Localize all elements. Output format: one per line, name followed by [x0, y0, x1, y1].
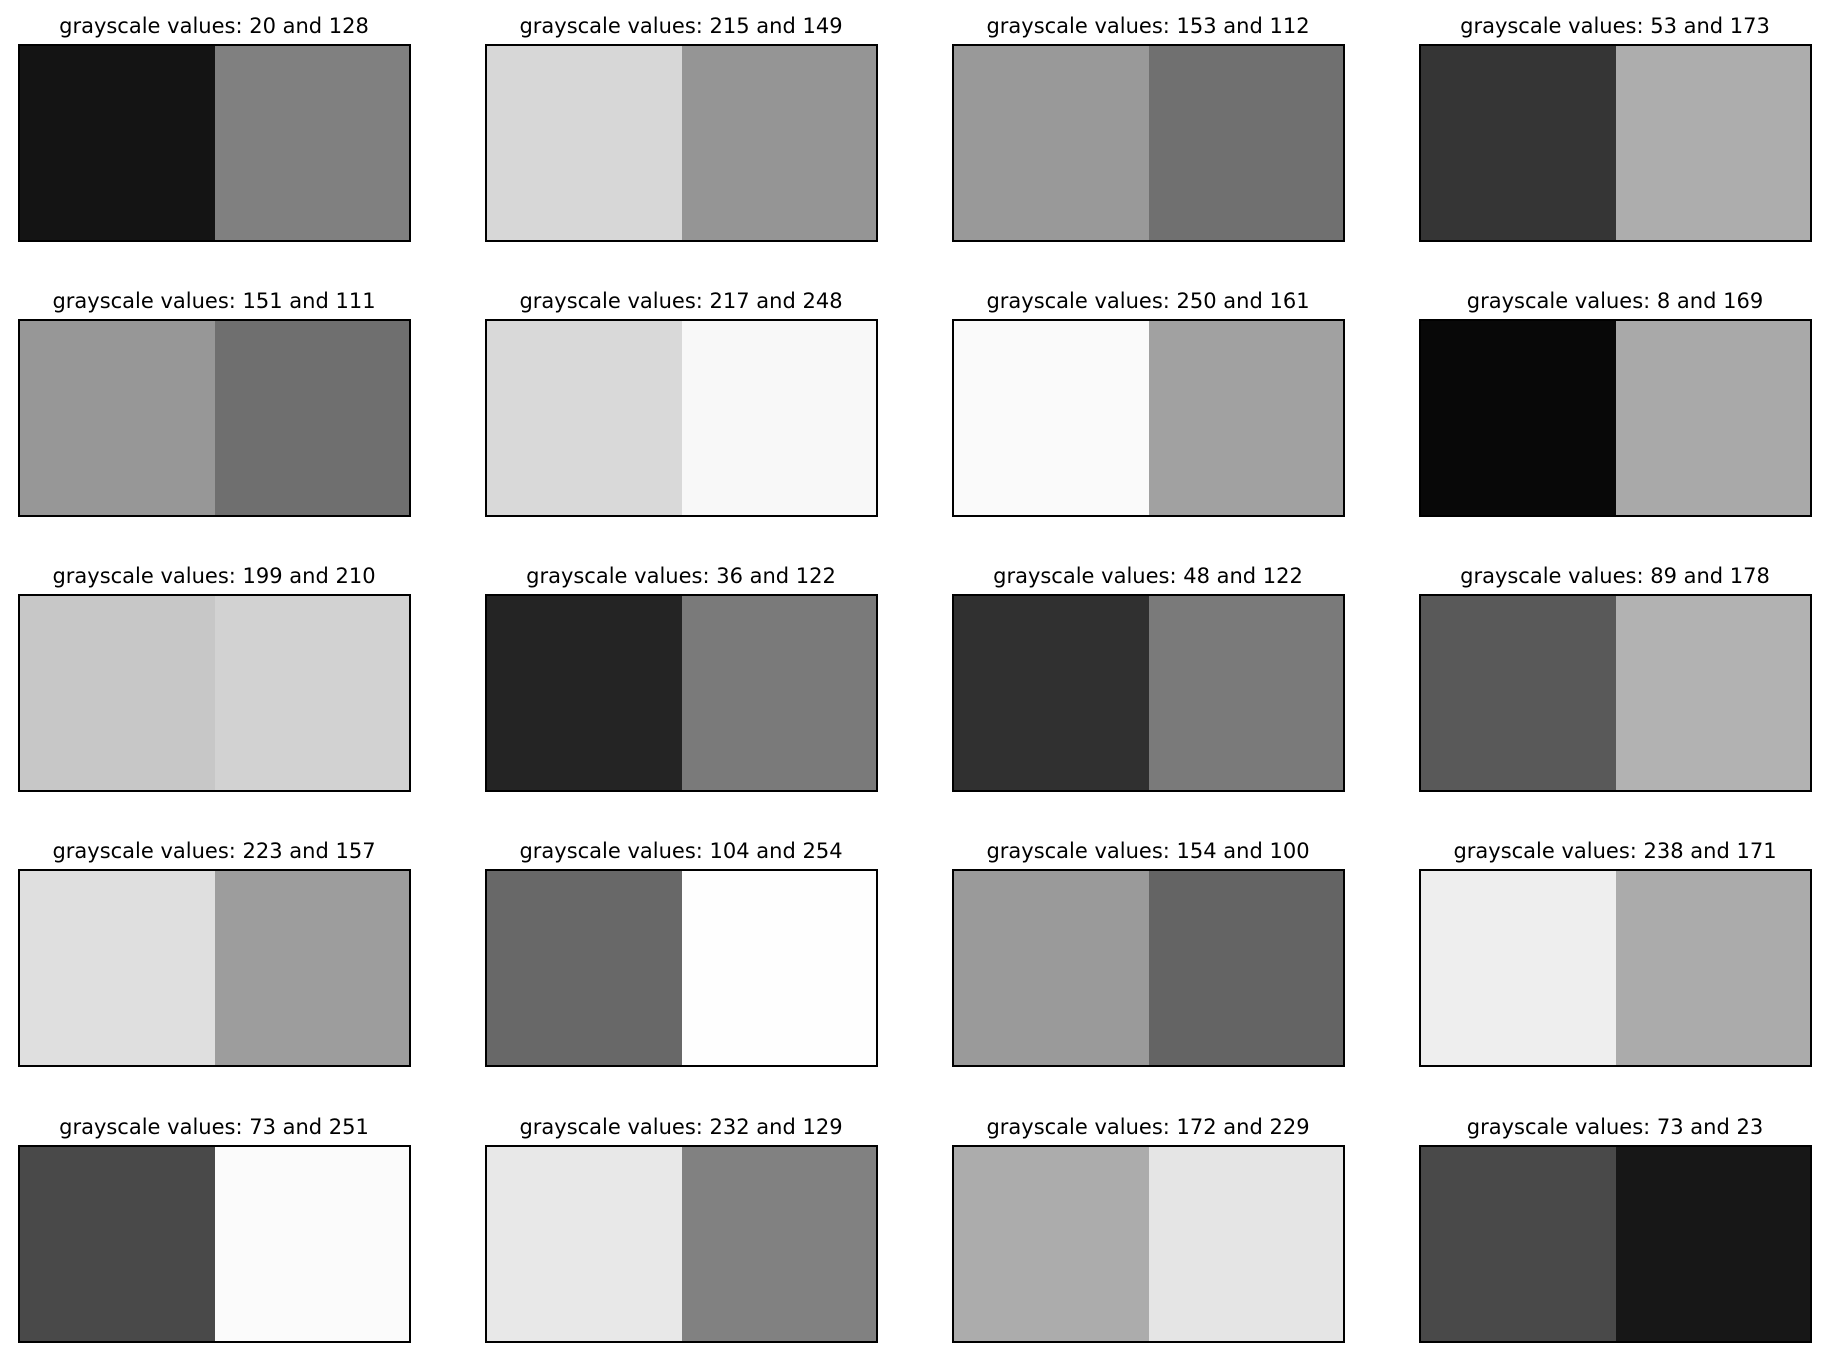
right-gray-swatch — [214, 46, 409, 240]
right-gray-swatch — [1615, 871, 1810, 1065]
panel-title: grayscale values: 215 and 149 — [519, 14, 843, 38]
swatch-frame — [485, 1145, 878, 1343]
swatch-frame — [18, 44, 411, 242]
left-gray-swatch — [487, 321, 682, 515]
swatch-frame — [18, 1145, 411, 1343]
left-gray-swatch — [1421, 46, 1616, 240]
panel-title: grayscale values: 199 and 210 — [52, 564, 376, 588]
swatch-frame — [1419, 44, 1812, 242]
panel-title: grayscale values: 223 and 157 — [52, 839, 376, 863]
left-gray-swatch — [487, 46, 682, 240]
swatch-frame — [18, 594, 411, 792]
swatch-frame — [485, 869, 878, 1067]
panel-title: grayscale values: 48 and 122 — [993, 564, 1303, 588]
panel-title: grayscale values: 36 and 122 — [526, 564, 836, 588]
right-gray-swatch — [1148, 46, 1343, 240]
swatch-frame — [952, 319, 1345, 517]
swatch-frame — [1419, 869, 1812, 1067]
right-gray-swatch — [214, 871, 409, 1065]
right-gray-swatch — [214, 596, 409, 790]
right-gray-swatch — [681, 1147, 876, 1341]
left-gray-swatch — [487, 1147, 682, 1341]
right-gray-swatch — [681, 321, 876, 515]
left-gray-swatch — [20, 596, 215, 790]
right-gray-swatch — [1148, 871, 1343, 1065]
swatch-frame — [485, 319, 878, 517]
right-gray-swatch — [681, 871, 876, 1065]
swatch-frame — [485, 44, 878, 242]
panel-title: grayscale values: 153 and 112 — [986, 14, 1310, 38]
left-gray-swatch — [487, 596, 682, 790]
swatch-frame — [485, 594, 878, 792]
swatch-frame — [952, 44, 1345, 242]
left-gray-swatch — [20, 1147, 215, 1341]
panel-title: grayscale values: 104 and 254 — [519, 839, 843, 863]
panel-title: grayscale values: 250 and 161 — [986, 289, 1310, 313]
right-gray-swatch — [1615, 596, 1810, 790]
left-gray-swatch — [1421, 321, 1616, 515]
swatch-frame — [952, 869, 1345, 1067]
right-gray-swatch — [1148, 596, 1343, 790]
left-gray-swatch — [954, 1147, 1149, 1341]
right-gray-swatch — [214, 321, 409, 515]
panel-title: grayscale values: 238 and 171 — [1453, 839, 1777, 863]
panel-title: grayscale values: 89 and 178 — [1460, 564, 1770, 588]
left-gray-swatch — [954, 46, 1149, 240]
panel-title: grayscale values: 53 and 173 — [1460, 14, 1770, 38]
swatch-frame — [1419, 319, 1812, 517]
swatch-frame — [18, 319, 411, 517]
panel-title: grayscale values: 154 and 100 — [986, 839, 1310, 863]
right-gray-swatch — [681, 46, 876, 240]
panel-title: grayscale values: 8 and 169 — [1466, 289, 1764, 313]
left-gray-swatch — [20, 321, 215, 515]
panel-title: grayscale values: 73 and 23 — [1466, 1115, 1764, 1139]
left-gray-swatch — [954, 596, 1149, 790]
left-gray-swatch — [1421, 1147, 1616, 1341]
swatch-frame — [1419, 594, 1812, 792]
right-gray-swatch — [1615, 1147, 1810, 1341]
right-gray-swatch — [681, 596, 876, 790]
panel-title: grayscale values: 217 and 248 — [519, 289, 843, 313]
panel-title: grayscale values: 151 and 111 — [52, 289, 376, 313]
panel-title: grayscale values: 172 and 229 — [986, 1115, 1310, 1139]
right-gray-swatch — [1615, 321, 1810, 515]
swatch-frame — [952, 1145, 1345, 1343]
swatch-frame — [1419, 1145, 1812, 1343]
swatch-frame — [952, 594, 1345, 792]
panel-title: grayscale values: 20 and 128 — [59, 14, 369, 38]
left-gray-swatch — [1421, 871, 1616, 1065]
left-gray-swatch — [954, 871, 1149, 1065]
panel-title: grayscale values: 73 and 251 — [59, 1115, 369, 1139]
left-gray-swatch — [954, 321, 1149, 515]
left-gray-swatch — [20, 871, 215, 1065]
swatch-frame — [18, 869, 411, 1067]
left-gray-swatch — [20, 46, 215, 240]
right-gray-swatch — [1148, 321, 1343, 515]
panel-title: grayscale values: 232 and 129 — [519, 1115, 843, 1139]
left-gray-swatch — [487, 871, 682, 1065]
left-gray-swatch — [1421, 596, 1616, 790]
right-gray-swatch — [1148, 1147, 1343, 1341]
right-gray-swatch — [214, 1147, 409, 1341]
right-gray-swatch — [1615, 46, 1810, 240]
